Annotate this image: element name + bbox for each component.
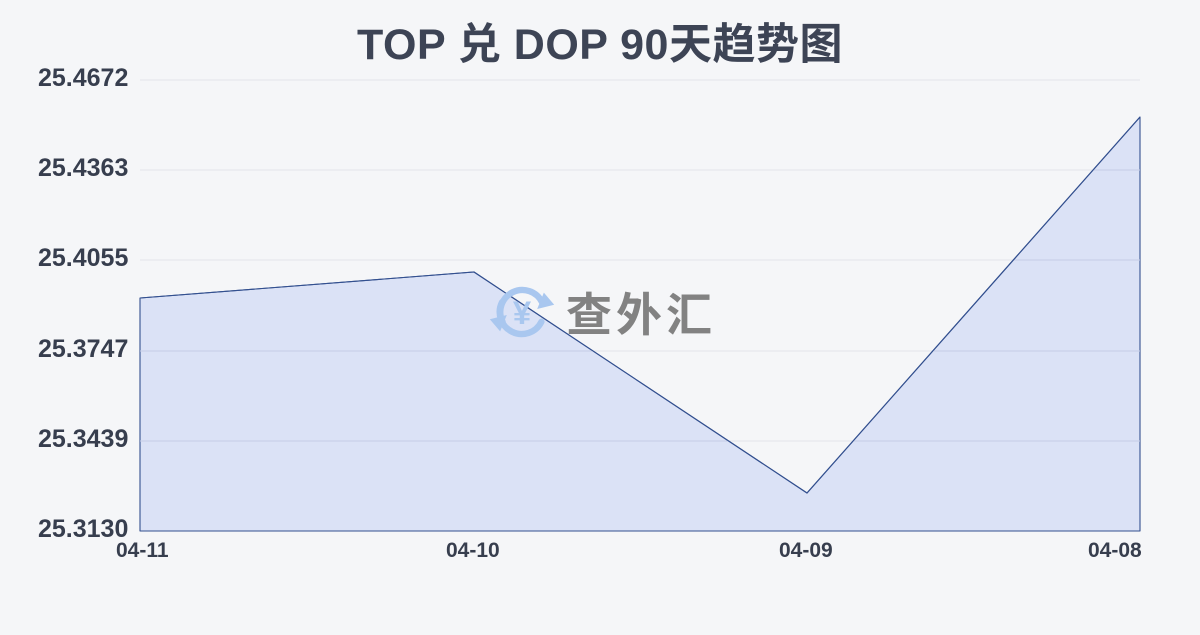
svg-text:¥: ¥ <box>513 294 532 331</box>
